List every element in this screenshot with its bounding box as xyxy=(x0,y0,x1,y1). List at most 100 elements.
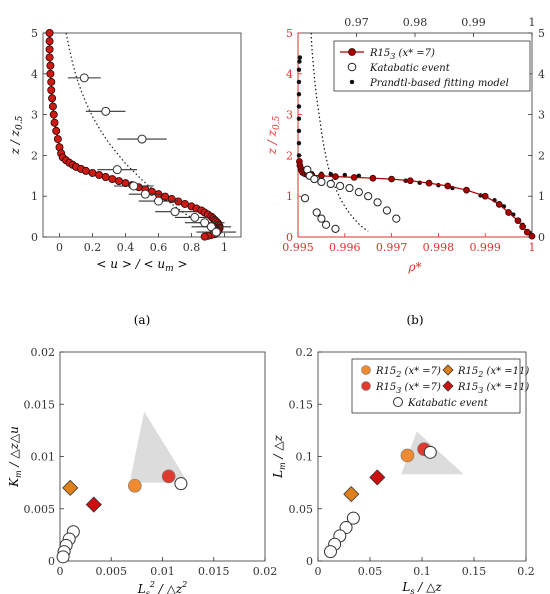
panel-c-xtick-label: 0.005 xyxy=(96,565,128,578)
panel-b-caption: (b) xyxy=(406,313,423,327)
panel-b-xtick-label: 0.997 xyxy=(376,241,408,254)
panel-c-shaded-region xyxy=(129,411,189,483)
panel-b-obs-point xyxy=(336,181,345,191)
panel-d-xtick-label: 0.2 xyxy=(517,565,535,578)
panel-d-legend-marker xyxy=(442,380,454,392)
panel-d-ylabel: Lm / △z xyxy=(271,434,287,478)
panel-c-point xyxy=(62,479,79,496)
panel-b-fit-point xyxy=(296,104,302,109)
panel-a-caption: (a) xyxy=(134,313,151,327)
panel-a-xtick-label: 1 xyxy=(221,241,228,254)
panel-a-ylabel: z / z0.5 xyxy=(8,115,25,155)
panel-a-sim-point xyxy=(101,173,110,182)
panel-b-top-tick-label: 1 xyxy=(529,16,536,29)
panel-c-ytick-label: 0.005 xyxy=(24,503,56,516)
panel-a-xtick-label: 0.4 xyxy=(117,241,135,254)
panel-b-xtick-label: 0.998 xyxy=(423,241,455,254)
panel-a-obs-point xyxy=(170,207,180,217)
panel-d-ytick-label: 0.05 xyxy=(289,503,314,516)
panel-d-point xyxy=(369,469,386,486)
panel-b-xlabel: ρ* xyxy=(407,260,421,274)
panel-b-obs-point xyxy=(300,194,310,203)
panel-b-top-tick-label: 0.99 xyxy=(461,16,486,29)
panel-b-legend-marker xyxy=(347,62,357,72)
panel-d-ytick-label: 0.1 xyxy=(296,451,314,464)
panel-b-fit-point xyxy=(297,55,303,60)
panel-a-sim-point xyxy=(95,170,104,179)
panel-b-obs-point xyxy=(321,220,331,229)
panel-b-sim-point xyxy=(519,223,526,231)
panel-b-obs-point xyxy=(345,183,354,193)
panel-a-xtick-label: 0.6 xyxy=(150,241,168,254)
panel-c-point xyxy=(174,477,188,491)
panel-a-sim-point xyxy=(46,61,55,70)
panel-d-xtick-label: 0 xyxy=(315,565,322,578)
panel-b-fit-point xyxy=(296,79,302,85)
panel-c-xtick-label: 0.015 xyxy=(198,565,230,578)
panel-a-sim-point xyxy=(200,232,209,241)
panel-a-obs-point xyxy=(112,165,122,175)
panel-a-sim-point xyxy=(45,37,54,46)
panel-d-xtick-label: 0.05 xyxy=(358,565,383,578)
panel-a-obs-point xyxy=(154,196,163,206)
panel-c-point xyxy=(128,478,142,493)
panel-b-sim-point xyxy=(514,217,522,225)
panel-b-fit-point xyxy=(328,171,334,177)
panel-b-obs-point xyxy=(317,214,326,223)
panel-a-sim-point xyxy=(48,102,57,111)
panel-a-xtick-label: 0.8 xyxy=(183,241,201,254)
panel-b-xtick-label: 1 xyxy=(529,241,536,254)
panel-b-obs-point xyxy=(312,208,321,217)
panel-b-fit-point xyxy=(296,67,302,72)
panel-b-legend-box xyxy=(333,40,531,92)
panel-b-sim-point xyxy=(505,209,512,216)
panel-a-ytick-label: 4 xyxy=(31,68,38,81)
panel-b-fit-point xyxy=(296,128,302,134)
panel-b-ylabel: z / z0.5 xyxy=(265,115,282,155)
panel-d-point xyxy=(423,445,437,459)
panel-d-legend-label: Katabatic event xyxy=(407,398,489,409)
panel-a-sim-point xyxy=(47,77,56,86)
panel-b-ytick-label: 1 xyxy=(286,190,293,203)
panel-d-legend-marker xyxy=(361,365,371,375)
panel-b-obs-point xyxy=(373,198,382,207)
panel-a-obs-point xyxy=(101,106,111,116)
panel-b-right-tick-label: 3 xyxy=(538,109,545,122)
panel-a-sim-point xyxy=(50,118,59,127)
panel-a-ytick-label: 1 xyxy=(31,190,38,203)
panel-b-right-tick-label: 0 xyxy=(538,231,545,244)
panel-a-sim-point xyxy=(108,175,117,184)
panel-b-legend-label: Prandtl-based fitting model xyxy=(369,78,509,89)
panel-b-legend-marker xyxy=(349,79,355,85)
panel-c-point xyxy=(161,469,176,484)
panel-b-fit-point xyxy=(296,91,302,97)
panel-d-xtick-label: 0.15 xyxy=(462,565,487,578)
panel-b-sim-point xyxy=(481,192,489,200)
panel-b-obs-point xyxy=(310,174,319,184)
panel-b-sim-point xyxy=(425,179,433,187)
panel-a-sim-point xyxy=(45,45,54,54)
panel-d-point xyxy=(400,448,415,463)
panel-a-sim-point xyxy=(88,168,97,177)
panel-b-legend-label: Katabatic event xyxy=(369,63,451,74)
panel-c-ytick-label: 0.02 xyxy=(31,346,56,359)
panel-d-point xyxy=(343,486,360,503)
panel-b-fit-curve xyxy=(310,32,369,232)
panel-d-xtick-label: 0.1 xyxy=(413,565,431,578)
panel-b-obs-point xyxy=(364,192,373,201)
panel-b-ytick-label: 4 xyxy=(286,68,293,81)
panel-d-legend-label: R152 (x* =11) xyxy=(457,366,529,379)
panel-d-legend-marker xyxy=(442,364,454,376)
panel-b-sim-point xyxy=(350,174,358,181)
panel-a-xtick-label: 0 xyxy=(56,241,63,254)
panel-a-obs-point xyxy=(190,212,200,222)
panel-d-ytick-label: 0.2 xyxy=(296,346,314,359)
panel-a-xlabel: < u > / < um > xyxy=(96,257,187,274)
panel-a-sim-point xyxy=(45,28,54,37)
panel-b-right-tick-label: 2 xyxy=(538,149,545,162)
panel-b-top-tick-label: 0.98 xyxy=(403,16,428,29)
panel-b-right-tick-label: 5 xyxy=(538,27,545,40)
panel-a-obs-point xyxy=(211,227,221,237)
panel-b-obs-point xyxy=(392,214,401,223)
panel-d-xlabel: Ls / △z xyxy=(401,580,442,594)
